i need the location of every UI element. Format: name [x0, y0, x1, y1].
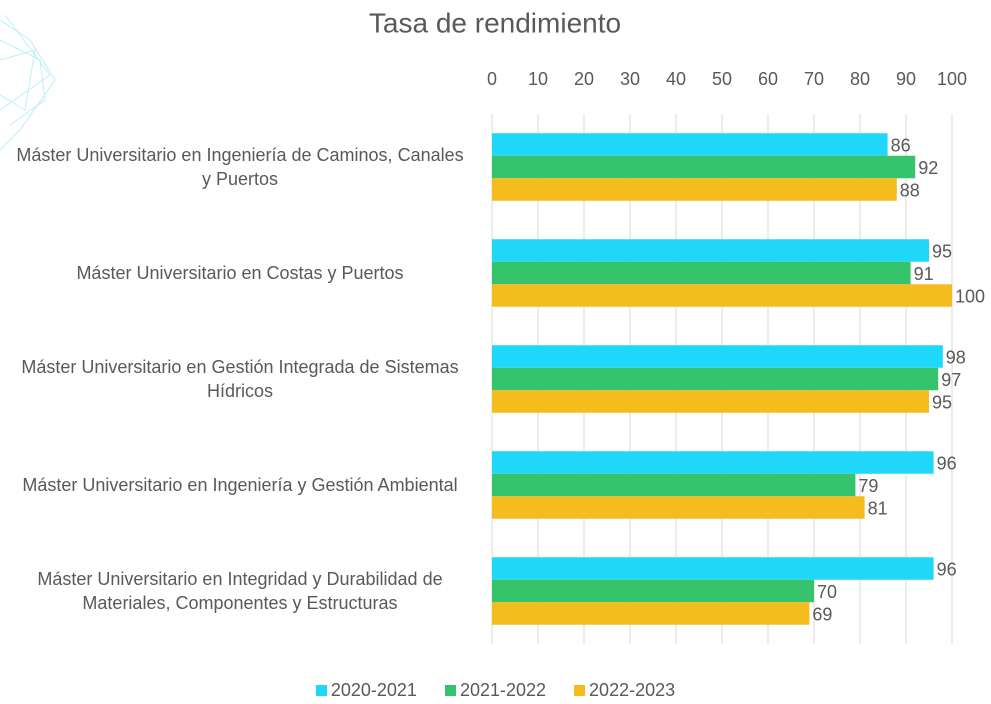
- legend-label: 2020-2021: [331, 680, 417, 701]
- bar: [492, 451, 934, 474]
- value-label: 100: [955, 286, 985, 306]
- bar: [492, 390, 929, 413]
- bar: [492, 474, 855, 497]
- category-label: Máster Universitario en Costas y Puertos: [10, 261, 470, 285]
- bar: [492, 262, 911, 285]
- chart: Tasa de rendimiento 0 10 20 30 40 50 60 70 80 90 1…: [0, 0, 991, 704]
- legend-item: 2022-2023: [574, 680, 675, 701]
- legend-item: 2021-2022: [445, 680, 546, 701]
- value-label: 91: [914, 264, 934, 284]
- value-label: 95: [932, 241, 952, 261]
- value-label: 95: [932, 392, 952, 412]
- legend-label: 2021-2022: [460, 680, 546, 701]
- value-label: 97: [941, 370, 961, 390]
- value-label: 92: [918, 158, 938, 178]
- bar: [492, 557, 934, 580]
- bar: [492, 602, 809, 625]
- x-tick-label: 60: [758, 69, 778, 89]
- category-label: Máster Universitario en Ingeniería de Ca…: [10, 143, 470, 191]
- x-tick-label: 10: [528, 69, 548, 89]
- x-tick-label: 50: [712, 69, 732, 89]
- value-label: 81: [868, 498, 888, 518]
- value-label: 98: [946, 347, 966, 367]
- decoration: [0, 15, 55, 150]
- x-tick-label: 80: [850, 69, 870, 89]
- value-label: 88: [900, 180, 920, 200]
- bar: [492, 156, 915, 179]
- legend-label: 2022-2023: [589, 680, 675, 701]
- bar: [492, 284, 952, 307]
- x-tick-label: 100: [937, 69, 967, 89]
- category-label: Máster Universitario en Gestión Integrad…: [10, 355, 470, 403]
- bar: [492, 496, 865, 519]
- category-label: Máster Universitario en Integridad y Dur…: [10, 567, 470, 615]
- value-label: 86: [891, 135, 911, 155]
- x-tick-label: 30: [620, 69, 640, 89]
- value-label: 96: [937, 559, 957, 579]
- value-label: 69: [812, 604, 832, 624]
- value-label: 96: [937, 453, 957, 473]
- x-tick-label: 90: [896, 69, 916, 89]
- legend-swatch: [574, 685, 585, 696]
- value-label: 70: [817, 582, 837, 602]
- x-tick-label: 0: [487, 69, 497, 89]
- category-label: Máster Universitario en Ingeniería y Ges…: [10, 473, 470, 497]
- x-tick-label: 70: [804, 69, 824, 89]
- bar: [492, 345, 943, 368]
- bar: [492, 368, 938, 391]
- bar: [492, 580, 814, 603]
- bar: [492, 178, 897, 201]
- value-label: 79: [858, 476, 878, 496]
- legend-swatch: [316, 685, 327, 696]
- x-tick-label: 40: [666, 69, 686, 89]
- bar: [492, 239, 929, 262]
- x-tick-label: 20: [574, 69, 594, 89]
- chart-title: Tasa de rendimiento: [369, 7, 621, 38]
- legend: 2020-2021 2021-2022 2022-2023: [0, 680, 991, 701]
- legend-swatch: [445, 685, 456, 696]
- bar: [492, 133, 888, 156]
- legend-item: 2020-2021: [316, 680, 417, 701]
